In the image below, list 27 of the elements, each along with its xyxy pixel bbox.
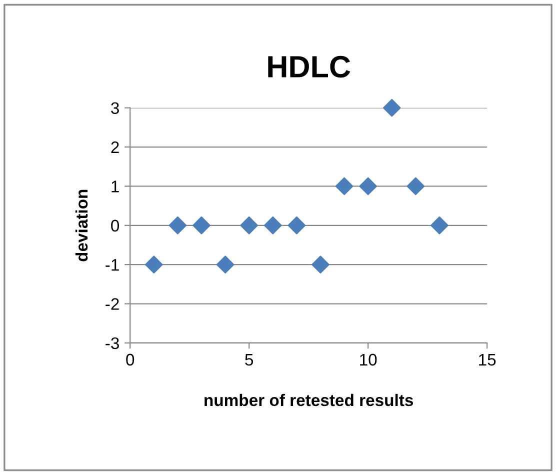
point [144,256,163,274]
y-tick-label: -3 [106,337,119,350]
y-axis-title: deviation [75,190,88,262]
x-axis-title: number of retested results [204,394,414,406]
point [430,216,448,234]
y-tick-label: 0 [111,220,120,232]
point [216,256,234,274]
point [240,216,258,234]
x-tick-label: 5 [245,354,254,366]
x-tick-label: 0 [126,354,134,366]
y-tick-label: 3 [111,102,119,114]
y-tick-label: 1 [112,180,119,192]
point [312,256,330,274]
point [382,98,401,117]
y-tick-label: 2 [111,141,119,154]
point [264,216,282,234]
point [406,177,425,196]
x-tick-label: 15 [479,354,496,366]
x-tick-label: 10 [360,354,377,366]
point [288,216,306,234]
point [168,216,187,234]
point [192,216,210,234]
y-tick-label: -1 [106,259,119,271]
chart-title: HDLC [268,56,350,78]
point [335,177,354,196]
y-tick-label: -2 [106,298,119,310]
point [359,177,377,196]
